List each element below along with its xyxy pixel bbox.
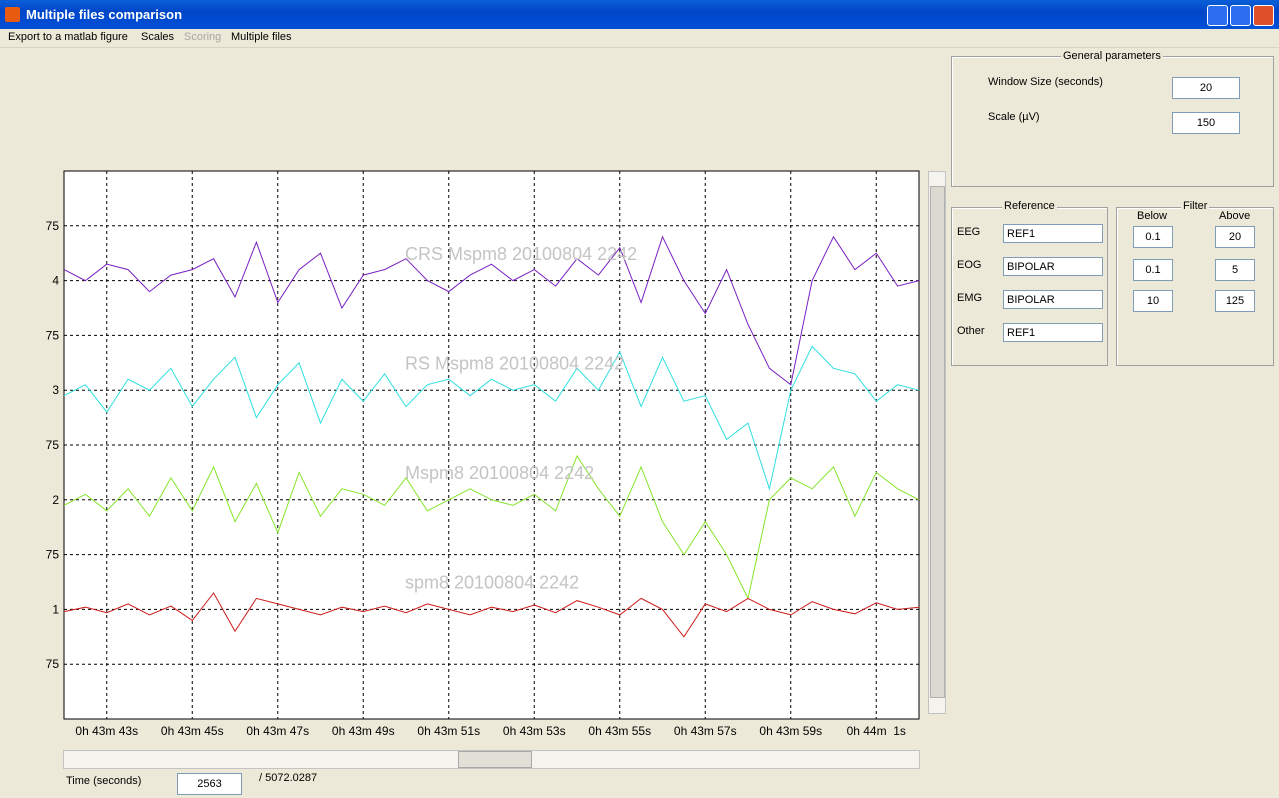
y-tick-label: 75 bbox=[46, 219, 60, 233]
reference-dropdown[interactable]: BIPOLAR bbox=[1003, 290, 1103, 309]
y-tick-label: 1 bbox=[52, 602, 59, 616]
series-label: spm8 20100804 2242 bbox=[405, 573, 579, 593]
signal-trace bbox=[63, 235, 920, 386]
y-tick-label: 2 bbox=[52, 493, 59, 507]
y-tick-label: 75 bbox=[46, 328, 60, 342]
title-bar bbox=[0, 0, 1279, 29]
x-tick-label: 0h 43m 51s bbox=[417, 724, 480, 738]
menu-bar bbox=[0, 29, 1279, 48]
filter-above-input[interactable]: 5 bbox=[1215, 259, 1255, 281]
series-label: Mspm8 20100804 2242 bbox=[405, 463, 594, 483]
panel-title: General parameters bbox=[1061, 50, 1163, 62]
reference-dropdown[interactable]: BIPOLAR bbox=[1003, 257, 1103, 276]
series-label: RS Mspm8 20100804 2242 bbox=[405, 354, 624, 374]
x-tick-label: 0h 43m 53s bbox=[503, 724, 566, 738]
time-label: Time (seconds) bbox=[66, 775, 142, 787]
reference-label: EMG bbox=[957, 292, 983, 304]
filter-below-input[interactable]: 10 bbox=[1133, 290, 1173, 312]
signal-trace bbox=[63, 454, 920, 600]
minimize-button[interactable] bbox=[1207, 5, 1228, 26]
time-total: / 5072.0287 bbox=[259, 772, 318, 784]
scale-input[interactable]: 150 bbox=[1172, 112, 1240, 134]
scroll-thumb[interactable] bbox=[930, 186, 945, 698]
menu-item[interactable]: Scales bbox=[141, 31, 175, 43]
reference-label: Other bbox=[957, 325, 985, 337]
column-label: Below bbox=[1137, 210, 1167, 222]
filter-below-input[interactable]: 0.1 bbox=[1133, 259, 1173, 281]
reference-label: EOG bbox=[957, 259, 982, 271]
x-tick-label: 0h 43m 49s bbox=[332, 724, 395, 738]
field-label: Scale (µV) bbox=[988, 111, 1040, 123]
y-tick-label: 75 bbox=[46, 438, 60, 452]
reference-label: EEG bbox=[957, 226, 981, 238]
reference-dropdown[interactable]: REF1 bbox=[1003, 323, 1103, 342]
window-title: Multiple files comparison bbox=[26, 7, 183, 22]
menu-item: Scoring bbox=[184, 31, 222, 43]
series-label: CRS Mspm8 20100804 2242 bbox=[405, 244, 637, 264]
window-size-input[interactable]: 20 bbox=[1172, 77, 1240, 99]
reference-dropdown[interactable]: REF1 bbox=[1003, 224, 1103, 243]
menu-item[interactable]: Export to a matlab figure bbox=[8, 31, 128, 43]
x-tick-label: 0h 43m 43s bbox=[75, 724, 138, 738]
signal-trace bbox=[63, 345, 920, 491]
x-tick-label: 0h 43m 45s bbox=[161, 724, 224, 738]
x-tick-label: 0h 43m 57s bbox=[674, 724, 737, 738]
filter-above-input[interactable]: 20 bbox=[1215, 226, 1255, 248]
y-tick-label: 75 bbox=[46, 657, 60, 671]
field-label: Window Size (seconds) bbox=[988, 76, 1103, 88]
filter-above-input[interactable]: 125 bbox=[1215, 290, 1255, 312]
x-tick-label: 0h 43m 55s bbox=[588, 724, 651, 738]
time-input[interactable]: 2563 bbox=[177, 773, 242, 795]
y-tick-label: 75 bbox=[46, 548, 60, 562]
scroll-thumb[interactable] bbox=[458, 751, 532, 768]
maximize-button[interactable] bbox=[1230, 5, 1251, 26]
x-tick-label: 0h 43m 59s bbox=[759, 724, 822, 738]
panel-title: Filter bbox=[1181, 200, 1210, 212]
app-icon bbox=[5, 7, 20, 22]
x-tick-label: 0h 43m 47s bbox=[246, 724, 309, 738]
y-tick-label: 4 bbox=[52, 274, 59, 288]
panel-title: Reference bbox=[1002, 200, 1057, 212]
column-label: Above bbox=[1219, 210, 1251, 222]
y-tick-label: 3 bbox=[52, 383, 59, 397]
signal-trace bbox=[63, 592, 920, 638]
x-tick-label: 0h 44m 1s bbox=[847, 724, 906, 738]
filter-below-input[interactable]: 0.1 bbox=[1133, 226, 1173, 248]
menu-item[interactable]: Multiple files bbox=[231, 31, 292, 43]
close-button[interactable] bbox=[1253, 5, 1274, 26]
